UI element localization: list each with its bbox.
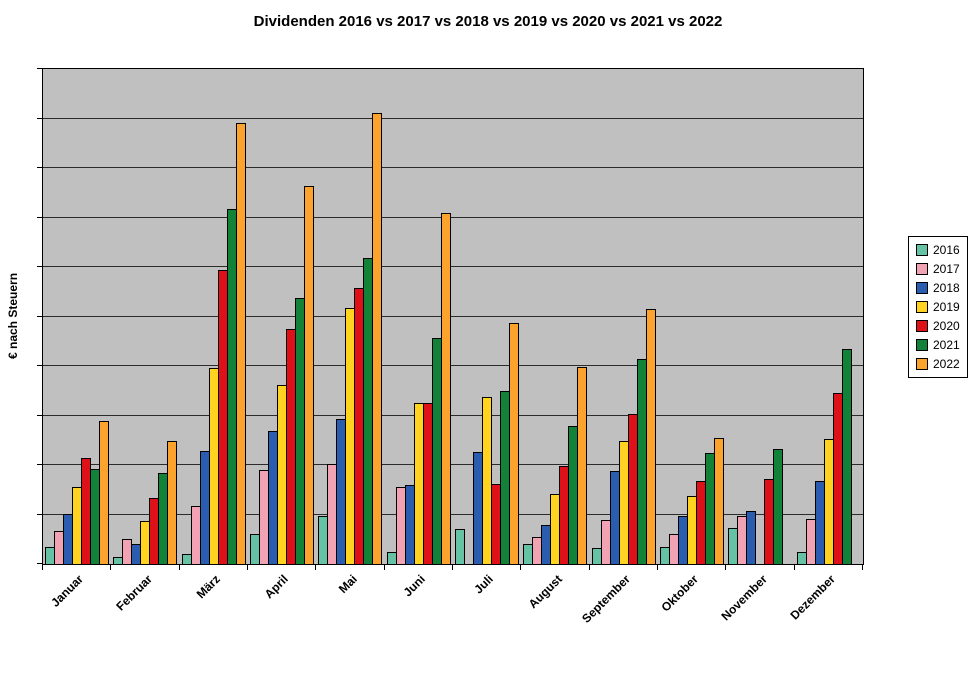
legend-label: 2020 [933,319,960,333]
bar-group [248,69,316,564]
x-tick [657,565,658,570]
bar-2022 [577,367,588,564]
x-tick [452,565,453,570]
bar-2022 [714,437,725,564]
bar-2016 [455,528,466,564]
bar-2022 [372,113,383,564]
legend-swatch [916,339,928,351]
x-tick [520,565,521,570]
x-tick [589,565,590,570]
x-tick [862,565,863,570]
legend-item: 2016 [916,243,960,257]
bar-group [180,69,248,564]
legend-label: 2021 [933,338,960,352]
bar-group [726,69,794,564]
bar-2019 [482,397,493,564]
bar-2021 [773,449,784,564]
legend-item: 2018 [916,281,960,295]
x-tick [247,565,248,570]
x-tick [110,565,111,570]
bar-2021 [841,349,852,564]
gridline [43,464,863,465]
legend-label: 2022 [933,357,960,371]
legend-item: 2021 [916,338,960,352]
legend-item: 2019 [916,300,960,314]
gridline [43,365,863,366]
legend-swatch [916,244,928,256]
bar-group [453,69,521,564]
gridline [43,216,863,218]
bar-2022 [304,185,315,564]
x-tick [179,565,180,570]
bar-2022 [440,213,451,564]
bars-row [43,69,863,564]
bar-group [316,69,384,564]
legend-item: 2022 [916,357,960,371]
bar-group [658,69,726,564]
legend-label: 2019 [933,300,960,314]
legend: 2016 2017 2018 2019 2020 2021 2022 [908,236,968,378]
bar-group [590,69,658,564]
legend-swatch [916,320,928,332]
bar-2018 [746,511,757,564]
y-axis-title: € nach Steuern [6,272,20,359]
legend-swatch [916,263,928,275]
bar-2022 [167,441,178,564]
chart-title: Dividenden 2016 vs 2017 vs 2018 vs 2019 … [253,13,723,30]
legend-swatch [916,282,928,294]
x-tick [794,565,795,570]
x-tick [725,565,726,570]
legend-label: 2017 [933,262,960,276]
bar-2022 [645,309,656,564]
bar-group [795,69,863,564]
legend-item: 2020 [916,319,960,333]
bar-group [111,69,179,564]
gridline [43,266,863,267]
legend-swatch [916,358,928,370]
bar-2022 [99,420,110,564]
gridline [43,167,863,168]
x-tick [315,565,316,570]
gridlines [43,69,863,564]
bar-group [521,69,589,564]
legend-item: 2017 [916,262,960,276]
gridline [43,117,863,119]
gridline [43,315,863,317]
x-tick [42,565,43,570]
bar-2022 [509,322,520,564]
bar-group [385,69,453,564]
legend-swatch [916,301,928,313]
x-tick [384,565,385,570]
legend-label: 2018 [933,281,960,295]
gridline [43,414,863,416]
x-axis-labels: Januar Februar März April Mai Juni Juli August S… [0,572,976,662]
bar-group [43,69,111,564]
legend-label: 2016 [933,243,960,257]
gridline [43,513,863,515]
bar-2022 [235,122,246,564]
legend-items: 2016 2017 2018 2019 2020 2021 2022 [916,243,960,371]
plot-area [42,68,864,565]
